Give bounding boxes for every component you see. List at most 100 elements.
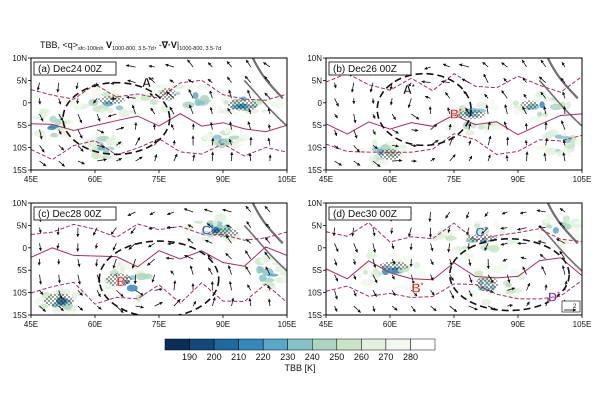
tbb-cloud-cell xyxy=(234,143,244,148)
wind-vector xyxy=(96,290,101,298)
wind-vector xyxy=(556,238,566,244)
wind-vector xyxy=(77,145,84,152)
wind-vector xyxy=(231,297,235,307)
wind-vector xyxy=(392,158,403,163)
wind-vector xyxy=(430,274,434,281)
wind-vector xyxy=(334,113,338,119)
tbb-cloud-cell xyxy=(76,107,82,112)
tbb-cloud-cell xyxy=(513,107,520,116)
wind-vector xyxy=(411,144,417,148)
wind-vector xyxy=(38,227,42,234)
wind-vector xyxy=(408,227,412,238)
wind-vector xyxy=(543,152,547,162)
tbb-cloud-cell xyxy=(454,245,463,252)
wind-vector xyxy=(94,243,99,249)
wind-vector xyxy=(442,63,450,68)
wind-vector xyxy=(353,160,361,166)
lon-tick-label: 90E xyxy=(511,320,525,329)
wind-vector xyxy=(525,151,529,162)
lon-tick-label: 90E xyxy=(216,320,230,329)
wind-vector xyxy=(209,90,213,99)
wind-vector xyxy=(503,77,508,83)
tbb-cloud-cell xyxy=(280,271,287,276)
wind-vector xyxy=(391,290,396,297)
wind-vector xyxy=(543,106,547,115)
tbb-cloud-cell xyxy=(489,104,500,111)
tbb-cloud-cell xyxy=(261,109,268,113)
tbb-cloud-cell xyxy=(474,222,481,229)
tbb-cloud-cell xyxy=(362,279,376,285)
wind-vector xyxy=(411,290,418,297)
panel-label-box xyxy=(33,206,117,221)
tbb-cloud-cell xyxy=(196,83,210,91)
tbb-cloud-cell xyxy=(88,98,99,107)
wind-vector xyxy=(468,305,478,311)
tbb-cloud-cell xyxy=(574,236,582,241)
wind-vector xyxy=(116,126,125,131)
wind-vector xyxy=(192,154,196,162)
wind-vector xyxy=(135,305,144,309)
wind-vector xyxy=(372,274,378,284)
wind-vector xyxy=(421,80,431,84)
wind-vector xyxy=(430,157,436,162)
tbb-cloud-cell xyxy=(149,99,158,105)
wind-vector xyxy=(391,113,396,121)
title-part-1: TBB, <q> xyxy=(40,40,79,50)
title-sub-2: 1000-800, 3.5-7d xyxy=(111,46,154,52)
tbb-cloud-cell xyxy=(60,127,67,134)
wind-vector xyxy=(110,227,117,235)
tbb-cloud-cell xyxy=(214,213,227,222)
wind-vector xyxy=(209,121,214,130)
lat-tick-label: 10S xyxy=(13,144,27,153)
wind-vector xyxy=(353,243,358,253)
wind-vector xyxy=(225,235,232,244)
wind-vector xyxy=(468,274,473,284)
wind-vector xyxy=(391,243,395,250)
wind-vector xyxy=(148,76,155,83)
wind-vector xyxy=(411,113,420,120)
panel-label: (a) Dec24 00Z xyxy=(38,64,102,75)
wind-vector xyxy=(227,265,232,275)
wind-vector xyxy=(466,211,470,219)
tbb-cloud-cell xyxy=(562,147,568,155)
wind-vector xyxy=(334,129,338,137)
wind-vector xyxy=(247,121,252,130)
colorbar-swatch xyxy=(336,338,362,351)
wind-vector xyxy=(428,211,432,222)
wind-vector xyxy=(487,135,492,146)
wind-vector xyxy=(188,89,194,99)
divergence-contour xyxy=(31,246,287,268)
wind-vector xyxy=(75,82,79,90)
wind-vector xyxy=(264,76,271,83)
wind-vector xyxy=(562,152,566,162)
tbb-cloud-cell xyxy=(480,244,492,251)
tbb-cloud-cell xyxy=(85,96,94,100)
stipple-area xyxy=(378,148,402,160)
tbb-cloud-cell xyxy=(481,298,492,306)
system-star-marker: * xyxy=(459,107,462,116)
wind-vector xyxy=(447,227,451,233)
tbb-cloud-cell xyxy=(134,299,144,306)
wind-vector xyxy=(487,121,491,130)
wind-vector xyxy=(58,145,65,151)
tbb-cloud-cell xyxy=(444,124,458,132)
wind-vector xyxy=(95,258,99,267)
wind-vector xyxy=(353,129,358,139)
tbb-cloud-cell xyxy=(460,252,472,259)
wind-vector xyxy=(334,258,338,266)
tbb-cloud-cell xyxy=(488,244,500,253)
wind-vector xyxy=(38,274,43,285)
wind-vector xyxy=(430,243,434,252)
wind-vector xyxy=(448,123,452,130)
wind-vector xyxy=(115,274,120,282)
wind-vector xyxy=(96,274,101,284)
lat-tick-label: 5N xyxy=(312,76,322,85)
tbb-cloud-cell xyxy=(223,99,229,105)
tbb-cloud-cell xyxy=(235,137,245,142)
wind-vector xyxy=(353,274,357,280)
wind-vector xyxy=(484,93,489,99)
wind-vector xyxy=(487,274,494,284)
wind-vector xyxy=(166,211,175,216)
tbb-cloud-cell xyxy=(542,111,548,118)
wind-vector xyxy=(96,129,105,134)
